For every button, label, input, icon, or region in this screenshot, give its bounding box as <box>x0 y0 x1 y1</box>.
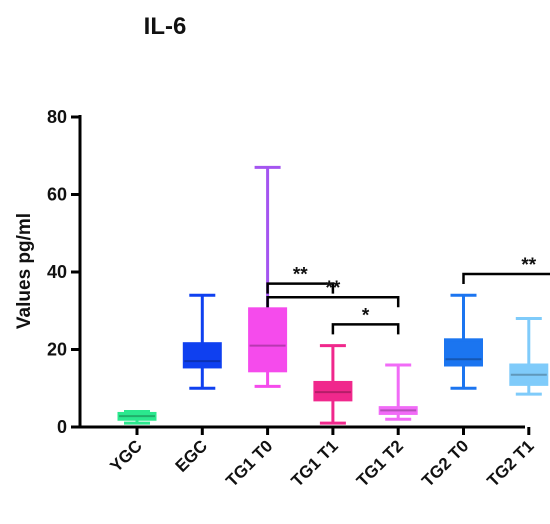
box-tg1-t0 <box>248 165 288 388</box>
iqr-box-egc <box>182 342 222 369</box>
significance-tg1-t0-vs-tg1-t2-label: ** <box>326 278 341 299</box>
significance-tg1-t0-vs-tg1-t1-bracket <box>266 282 335 294</box>
significance-tg1-t0-vs-tg1-t1-label: ** <box>293 265 308 286</box>
iqr-box-ygc <box>117 411 157 421</box>
significance-tg2-t0-vs-tg2-t2-bracket <box>462 272 550 284</box>
box-tg1-t2 <box>378 363 418 421</box>
iqr-box-tg2-t1 <box>509 363 549 386</box>
significance-tg1-t1-vs-tg1-t2-bracket <box>331 323 400 335</box>
significance-tg1-t1-vs-tg1-t2: * <box>331 305 400 335</box>
box-tg2-t0 <box>444 293 483 390</box>
x-tick-label-tg1-t2: TG1 T2 <box>353 436 407 490</box>
box-tg1-t1 <box>313 344 353 425</box>
box-ygc <box>117 410 157 425</box>
significance-tg2-t0-vs-tg2-t2: ** <box>462 255 550 284</box>
significance-tg1-t0-vs-tg1-t1: ** <box>266 265 335 294</box>
iqr-box-tg1-t2 <box>378 406 418 415</box>
y-tick-label-80: 80 <box>47 107 67 127</box>
x-tick-label-tg2-t1: TG2 T1 <box>483 436 537 490</box>
significance-tg1-t0-vs-tg1-t2: ** <box>266 278 400 308</box>
box-egc <box>182 293 222 390</box>
x-tick-label-tg1-t0: TG1 T0 <box>222 436 276 490</box>
y-axis-label: Values pg/ml <box>14 213 35 329</box>
significance-tg1-t0-vs-tg1-t2-bracket <box>266 295 400 308</box>
iqr-box-tg1-t1 <box>313 380 353 402</box>
x-tick-label-tg1-t1: TG1 T1 <box>288 436 342 490</box>
chart-title: IL-6 <box>144 13 187 40</box>
y-tick-label-40: 40 <box>47 262 67 282</box>
iqr-box-tg1-t0 <box>248 307 288 373</box>
plot-area: 0 20 40 60 80 YGC EGC TG1 T0 TG1 T1 TG1 T2 TG2 T0 T… <box>47 107 550 491</box>
x-tick-label-tg2-t0: TG2 T0 <box>418 436 472 490</box>
significance-tg1-t1-vs-tg1-t2-label: * <box>362 305 370 326</box>
y-tick-label-20: 20 <box>47 340 67 360</box>
x-tick-label-egc: EGC <box>172 436 211 475</box>
x-tick-label-ygc: YGC <box>106 436 145 475</box>
y-tick-label-60: 60 <box>47 185 67 205</box>
box-tg2-t1 <box>509 317 549 396</box>
y-tick-label-0: 0 <box>57 417 67 437</box>
significance-tg2-t0-vs-tg2-t2-label: ** <box>521 255 536 276</box>
iqr-box-tg2-t0 <box>444 338 483 367</box>
